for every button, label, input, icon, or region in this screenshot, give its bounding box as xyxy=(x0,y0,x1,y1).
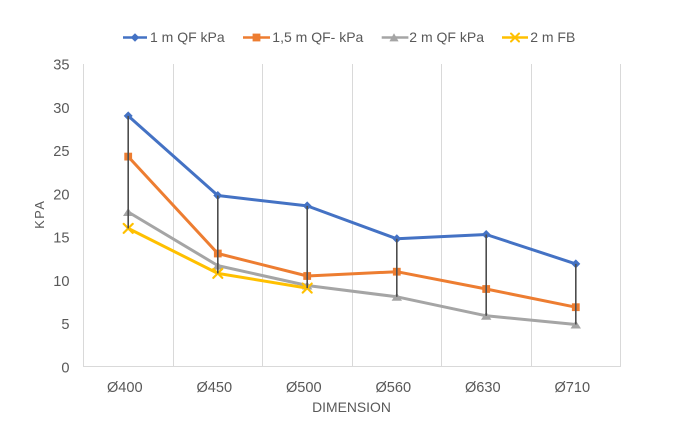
svg-text:Ø710: Ø710 xyxy=(554,380,590,396)
svg-text:1,5 m QF- kPa: 1,5 m QF- kPa xyxy=(272,29,363,45)
svg-text:20: 20 xyxy=(53,187,69,203)
svg-text:5: 5 xyxy=(61,317,69,333)
svg-text:10: 10 xyxy=(53,274,69,290)
svg-text:0: 0 xyxy=(61,360,69,376)
svg-text:1 m QF kPa: 1 m QF kPa xyxy=(150,29,225,45)
svg-text:Ø560: Ø560 xyxy=(375,380,411,396)
svg-text:Ø500: Ø500 xyxy=(286,380,322,396)
svg-text:2 m QF kPa: 2 m QF kPa xyxy=(409,29,484,45)
svg-text:Ø630: Ø630 xyxy=(465,380,501,396)
svg-text:35: 35 xyxy=(53,58,69,74)
svg-text:30: 30 xyxy=(53,101,69,117)
svg-text:DIMENSION: DIMENSION xyxy=(312,399,391,415)
svg-text:15: 15 xyxy=(53,231,69,247)
svg-text:25: 25 xyxy=(53,144,69,160)
svg-text:2 m FB: 2 m FB xyxy=(530,29,575,45)
svg-text:Ø400: Ø400 xyxy=(107,380,143,396)
svg-text:KPA: KPA xyxy=(32,200,47,229)
svg-text:Ø450: Ø450 xyxy=(196,380,232,396)
